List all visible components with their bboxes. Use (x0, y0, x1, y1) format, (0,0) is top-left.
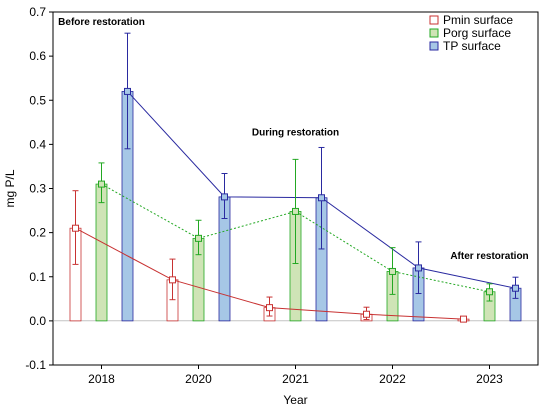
data-point (221, 193, 228, 201)
x-tick-label: 2020 (185, 372, 212, 386)
annotation: Before restoration (58, 17, 145, 28)
data-point (124, 87, 131, 95)
data-point (486, 288, 493, 296)
y-tick-label: 0.3 (29, 182, 46, 196)
bar (95, 183, 108, 322)
data-point (195, 234, 202, 242)
y-tick-label: 0.2 (29, 226, 46, 240)
legend-label: Porg surface (443, 26, 511, 40)
data-point (72, 224, 79, 232)
legend-swatch (429, 41, 439, 51)
y-tick-label: -0.1 (25, 358, 46, 372)
data-point (169, 276, 176, 284)
annotation: During restoration (252, 128, 339, 139)
data-point (512, 284, 519, 292)
data-point (292, 207, 299, 215)
y-tick-label: 0.7 (29, 5, 46, 19)
data-point (98, 180, 105, 188)
data-point (389, 267, 396, 275)
y-tick-label: 0.0 (29, 314, 46, 328)
data-point (318, 194, 325, 202)
data-point (266, 304, 273, 312)
legend-swatch (429, 28, 439, 38)
y-tick-label: 0.4 (29, 137, 46, 151)
y-axis-title: mg P/L (3, 169, 17, 207)
data-point (415, 264, 422, 272)
y-tick-label: 0.6 (29, 49, 46, 63)
x-tick-label: 2023 (476, 372, 503, 386)
data-point (460, 315, 467, 323)
x-axis-title: Year (283, 393, 307, 407)
y-tick-label: 0.5 (29, 93, 46, 107)
x-tick-label: 2022 (379, 372, 406, 386)
annotations: Before restoration During restoration Afte… (58, 17, 529, 262)
legend-label: TP surface (443, 39, 501, 53)
x-tick-label: 2018 (88, 372, 115, 386)
y-tick-label: 0.1 (29, 270, 46, 284)
legend-label: Pmin surface (443, 13, 513, 27)
x-tick-label: 2021 (282, 372, 309, 386)
annotation: After restoration (450, 251, 528, 262)
legend-swatch (429, 15, 439, 25)
x-axis: 2018 2020 2021 2022 2023 (88, 365, 503, 386)
y-axis: -0.1 0.0 0.1 0.2 0.3 0.4 0.5 0.6 0.7 (25, 5, 53, 372)
data-point (363, 310, 370, 318)
markers (72, 87, 519, 323)
